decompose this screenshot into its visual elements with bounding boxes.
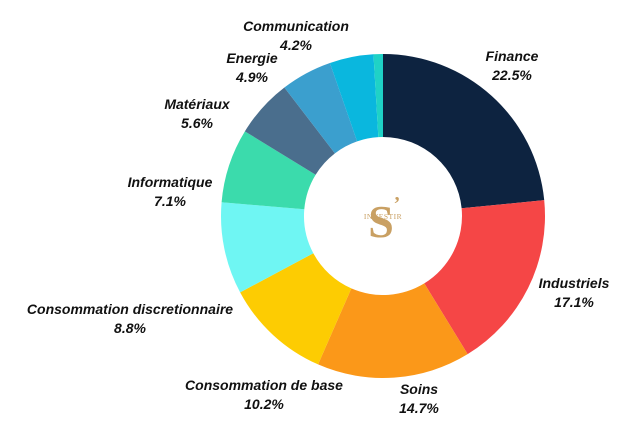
slice-label-materiaux: Matériaux 5.6%: [164, 96, 231, 131]
logo-word: INVESTIR: [364, 212, 402, 221]
slice-unlabeled: [373, 54, 383, 138]
slice-label-energie: Energie 4.9%: [226, 50, 278, 85]
labels-group: Finance 22.5% Industriels 17.1% Soins 14.7% Co…: [27, 18, 610, 416]
slice-soins: [318, 283, 468, 378]
slice-label-soins: Soins 14.7%: [399, 381, 439, 416]
slice-label-informatique: Informatique 7.1%: [128, 174, 213, 209]
slice-energie: [284, 62, 358, 154]
logo-apostrophe: ’: [394, 193, 401, 215]
logo-letter: S: [368, 196, 394, 247]
slice-label-finance: Finance 22.5%: [486, 48, 539, 83]
slice-label-consommation-de-base: Consommation de base 10.2%: [185, 377, 343, 412]
slice-materiaux: [244, 87, 335, 175]
slice-label-consommation-discretionnaire: Consommation discretionnaire 8.8%: [27, 301, 233, 336]
investir-logo: S ’ INVESTIR: [364, 193, 402, 247]
slices-group: [221, 54, 545, 378]
slice-label-industriels: Industriels 17.1%: [539, 275, 610, 310]
slice-industriels: [424, 200, 545, 355]
slice-informatique: [221, 131, 316, 210]
slice-consommation-de-base: [240, 253, 352, 365]
slice-finance: [383, 54, 545, 209]
slice-label-communication: Communication 4.2%: [243, 18, 349, 53]
slice-communication: [329, 54, 379, 142]
slice-consommation-discretionnaire: [221, 202, 314, 293]
